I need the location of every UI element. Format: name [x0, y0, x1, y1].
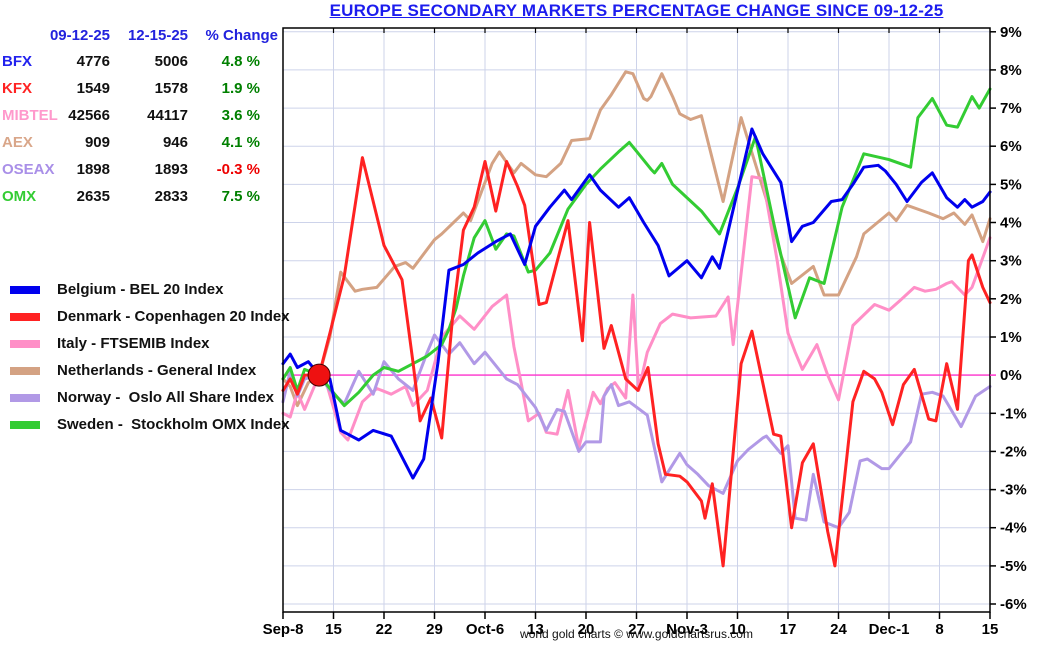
start-value: 2635 — [76, 188, 110, 205]
legend-label: Belgium - BEL 20 Index — [57, 281, 224, 298]
start-date-marker — [307, 363, 331, 387]
table-row: AEX 909 946 4.1 % — [2, 129, 278, 156]
end-value: 1578 — [154, 80, 188, 97]
percent-change: 3.6 % — [221, 107, 260, 124]
legend-label: Netherlands - General Index — [57, 362, 257, 379]
y-tick-label: 2% — [1000, 291, 1022, 308]
quote-table-rows: BFX 4776 5006 4.8 % KFX 1549 1578 1.9 % MIBTEL 42… — [2, 48, 278, 210]
quote-table: 09-12-25 12-15-25 % Change BFX 4776 5006 4.… — [2, 22, 278, 210]
legend-item: Norway - Oslo All Share Index — [10, 384, 290, 411]
table-row: OSEAX 1898 1893 -0.3 % — [2, 156, 278, 183]
table-row: BFX 4776 5006 4.8 % — [2, 48, 278, 75]
y-tick-label: 5% — [1000, 176, 1022, 193]
y-tick-label: 9% — [1000, 24, 1022, 41]
y-tick-label: -6% — [1000, 596, 1027, 613]
y-tick-label: 1% — [1000, 329, 1022, 346]
x-tick-label: Sep-8 — [263, 621, 304, 638]
column-header-start-date: 09-12-25 — [49, 26, 110, 44]
x-tick-label: Dec-1 — [869, 621, 910, 638]
y-tick-label: 0% — [1000, 367, 1022, 384]
percent-change: 4.1 % — [221, 134, 260, 151]
legend-item: Denmark - Copenhagen 20 Index — [10, 303, 290, 330]
percent-change: -0.3 % — [216, 161, 260, 178]
ticker-label: OSEAX — [2, 161, 55, 178]
y-tick-label: 6% — [1000, 138, 1022, 155]
x-tick-label: 17 — [780, 621, 797, 638]
x-tick-label: 10 — [729, 621, 746, 638]
y-tick-label: 8% — [1000, 62, 1022, 79]
table-row: MIBTEL 42566 44117 3.6 % — [2, 102, 278, 129]
series-line-aex — [281, 70, 992, 408]
ticker-label: BFX — [2, 53, 32, 70]
x-tick-label: 22 — [376, 621, 393, 638]
y-tick-label: -2% — [1000, 443, 1027, 460]
series-line-mibtel — [281, 175, 992, 450]
legend-swatch — [10, 420, 40, 429]
percent-change: 4.8 % — [221, 53, 260, 70]
end-value: 946 — [162, 134, 188, 151]
start-value: 4776 — [76, 53, 110, 70]
page-title: EUROPE SECONDARY MARKETS PERCENTAGE CHAN… — [329, 1, 944, 20]
x-tick-label: Oct-6 — [466, 621, 504, 638]
end-value: 1893 — [154, 161, 188, 178]
y-tick-label: -4% — [1000, 520, 1027, 537]
legend-item: Netherlands - General Index — [10, 357, 290, 384]
column-header-change: % Change — [205, 26, 278, 44]
legend-item: Sweden - Stockholm OMX Index — [10, 411, 290, 438]
ticker-label: MIBTEL — [2, 107, 58, 124]
y-tick-label: 3% — [1000, 253, 1022, 270]
series-line-omx — [281, 87, 992, 408]
end-value: 44117 — [147, 107, 188, 124]
series-line-oseax — [281, 333, 992, 530]
x-tick-label: 27 — [628, 621, 645, 638]
legend-swatch — [10, 393, 40, 402]
x-tick-label: 15 — [325, 621, 342, 638]
percent-change: 1.9 % — [221, 80, 260, 97]
x-tick-label: Nov-3 — [666, 621, 708, 638]
legend-label: Denmark - Copenhagen 20 Index — [57, 308, 290, 325]
start-value: 909 — [84, 134, 110, 151]
legend-swatch — [10, 285, 40, 294]
legend-swatch — [10, 366, 40, 375]
x-tick-label: 29 — [426, 621, 443, 638]
legend-label: Norway - Oslo All Share Index — [57, 389, 275, 406]
end-value: 2833 — [154, 188, 188, 205]
x-tick-label: 15 — [982, 621, 999, 638]
table-row: OMX 2635 2833 7.5 % — [2, 183, 278, 210]
end-value: 5006 — [154, 53, 188, 70]
y-tick-label: 4% — [1000, 215, 1022, 232]
legend-item: Italy - FTSEMIB Index — [10, 330, 290, 357]
legend-swatch — [10, 339, 40, 348]
start-value: 1549 — [76, 80, 110, 97]
x-tick-label: 8 — [935, 621, 943, 638]
start-value: 42566 — [68, 107, 110, 124]
legend-swatch — [10, 312, 40, 321]
percent-change: 7.5 % — [221, 188, 260, 205]
y-tick-label: -3% — [1000, 482, 1027, 499]
ticker-label: AEX — [2, 134, 33, 151]
y-tick-label: -1% — [1000, 405, 1027, 422]
table-row: KFX 1549 1578 1.9 % — [2, 75, 278, 102]
ticker-label: KFX — [2, 80, 32, 97]
legend-label: Sweden - Stockholm OMX Index — [57, 416, 290, 433]
ticker-label: OMX — [2, 188, 37, 205]
legend: Belgium - BEL 20 Index Denmark - Copenhag… — [10, 276, 290, 438]
y-tick-label: 7% — [1000, 100, 1022, 117]
column-header-end-date: 12-15-25 — [127, 26, 188, 44]
chart-caption: world gold charts © www.goldchartsrus.co… — [520, 627, 753, 641]
legend-item: Belgium - BEL 20 Index — [10, 276, 290, 303]
quote-table-header: 09-12-25 12-15-25 % Change — [2, 22, 278, 48]
series-line-kfx — [281, 156, 992, 568]
x-tick-label: 13 — [527, 621, 544, 638]
series-line-bfx — [281, 127, 992, 480]
start-value: 1898 — [76, 161, 110, 178]
legend-label: Italy - FTSEMIB Index — [57, 335, 210, 352]
y-tick-label: -5% — [1000, 558, 1027, 575]
x-tick-label: 20 — [578, 621, 595, 638]
x-tick-label: 24 — [830, 621, 847, 638]
